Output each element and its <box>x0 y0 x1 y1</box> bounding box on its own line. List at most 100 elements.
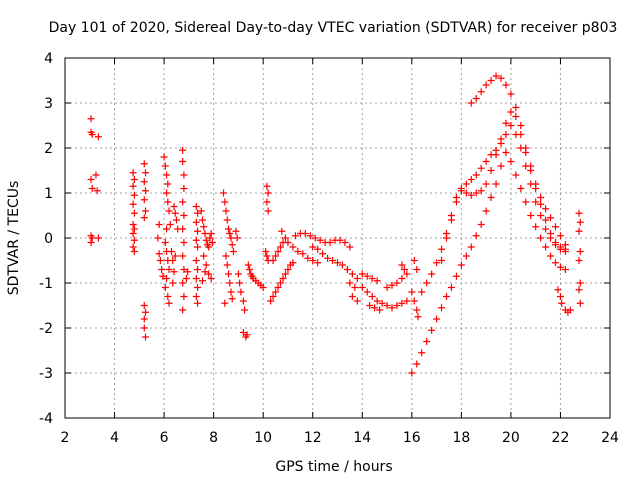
data-point <box>207 275 215 282</box>
data-point <box>226 230 234 237</box>
data-point <box>558 299 566 307</box>
data-point <box>179 252 187 260</box>
data-point <box>378 299 386 307</box>
data-point <box>129 230 137 237</box>
data-point <box>140 196 148 204</box>
data-point <box>371 304 379 312</box>
y-tick-label: -1 <box>39 276 53 292</box>
data-point <box>88 185 96 192</box>
data-point <box>311 234 319 242</box>
data-point <box>87 239 95 246</box>
x-tick-label: 24 <box>601 430 619 446</box>
data-point <box>348 293 356 300</box>
data-point <box>301 230 309 237</box>
data-point <box>418 288 426 296</box>
data-point <box>222 252 230 260</box>
data-point <box>542 225 550 233</box>
data-series <box>408 149 569 377</box>
data-point <box>428 270 436 278</box>
data-point <box>433 259 441 267</box>
data-series <box>554 209 584 316</box>
data-point <box>168 248 176 255</box>
data-point <box>576 299 584 307</box>
data-point <box>165 207 173 215</box>
data-point <box>201 230 209 237</box>
data-point <box>184 268 192 276</box>
data-point <box>130 176 138 183</box>
data-point <box>487 167 495 174</box>
data-point <box>358 270 366 278</box>
data-point <box>281 270 289 278</box>
data-point <box>457 261 465 269</box>
data-point <box>142 333 150 341</box>
data-point <box>512 113 520 120</box>
data-point <box>200 223 208 231</box>
data-point <box>264 189 272 197</box>
data-point <box>373 297 381 305</box>
data-point <box>263 198 271 206</box>
x-tick-label: 20 <box>502 430 520 446</box>
data-point <box>353 297 361 305</box>
data-point <box>142 207 150 215</box>
data-series <box>438 108 569 264</box>
data-point <box>482 207 490 215</box>
data-point <box>140 302 148 309</box>
data-point <box>314 245 322 253</box>
data-point <box>129 221 137 228</box>
data-point <box>566 306 574 314</box>
data-point <box>418 349 426 357</box>
x-tick-label: 16 <box>403 430 421 446</box>
y-tick-label: -3 <box>39 366 53 382</box>
data-point <box>205 243 213 251</box>
data-point <box>223 216 231 224</box>
y-tick-label: 3 <box>44 96 53 112</box>
data-point <box>537 200 545 208</box>
data-point <box>452 198 460 206</box>
data-point <box>192 257 200 264</box>
data-point <box>194 284 202 291</box>
data-point <box>497 135 505 143</box>
data-point <box>237 288 245 296</box>
data-point <box>267 297 275 305</box>
data-point <box>472 171 480 179</box>
data-point <box>87 115 95 123</box>
data-point <box>140 214 148 222</box>
data-point <box>336 236 344 244</box>
data-point <box>163 275 171 282</box>
data-point <box>341 239 349 246</box>
data-point <box>129 169 137 177</box>
data-point <box>403 297 411 305</box>
data-point <box>170 268 178 276</box>
data-series <box>192 203 216 307</box>
data-point <box>278 227 286 235</box>
data-point <box>408 369 416 377</box>
data-point <box>316 236 324 244</box>
data-point <box>179 198 187 206</box>
data-point <box>140 324 148 332</box>
data-point <box>462 180 470 188</box>
data-point <box>291 232 299 240</box>
data-point <box>164 293 172 300</box>
data-point <box>319 250 327 258</box>
data-point <box>433 315 441 323</box>
data-point <box>428 326 436 334</box>
data-point <box>156 257 164 264</box>
data-point <box>477 221 485 228</box>
data-point <box>492 151 500 159</box>
data-point <box>172 216 180 224</box>
data-point <box>274 284 282 291</box>
data-point <box>180 293 188 300</box>
y-tick-label: 0 <box>44 231 53 247</box>
data-point <box>229 248 237 255</box>
data-point <box>527 212 535 219</box>
data-point <box>353 275 361 282</box>
data-point <box>272 252 280 260</box>
data-point <box>142 187 150 195</box>
data-point <box>363 288 371 296</box>
x-tick-label: 10 <box>254 430 272 446</box>
data-point <box>169 257 177 264</box>
data-point <box>561 266 569 273</box>
data-point <box>383 284 391 291</box>
data-point <box>438 257 446 264</box>
